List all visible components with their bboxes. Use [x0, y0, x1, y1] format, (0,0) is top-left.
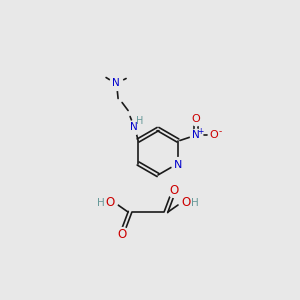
Text: O: O: [117, 227, 127, 241]
Text: -: -: [218, 127, 221, 136]
Text: H: H: [97, 198, 105, 208]
Text: H: H: [191, 198, 199, 208]
Text: N: N: [112, 77, 120, 88]
Text: O: O: [191, 113, 200, 124]
Text: O: O: [169, 184, 178, 196]
Text: N: N: [174, 160, 182, 170]
Text: +: +: [197, 127, 203, 136]
Text: O: O: [209, 130, 218, 140]
Text: N: N: [130, 122, 138, 131]
Text: O: O: [105, 196, 115, 208]
Text: N: N: [192, 130, 200, 140]
Text: O: O: [182, 196, 190, 208]
Text: H: H: [136, 116, 144, 127]
